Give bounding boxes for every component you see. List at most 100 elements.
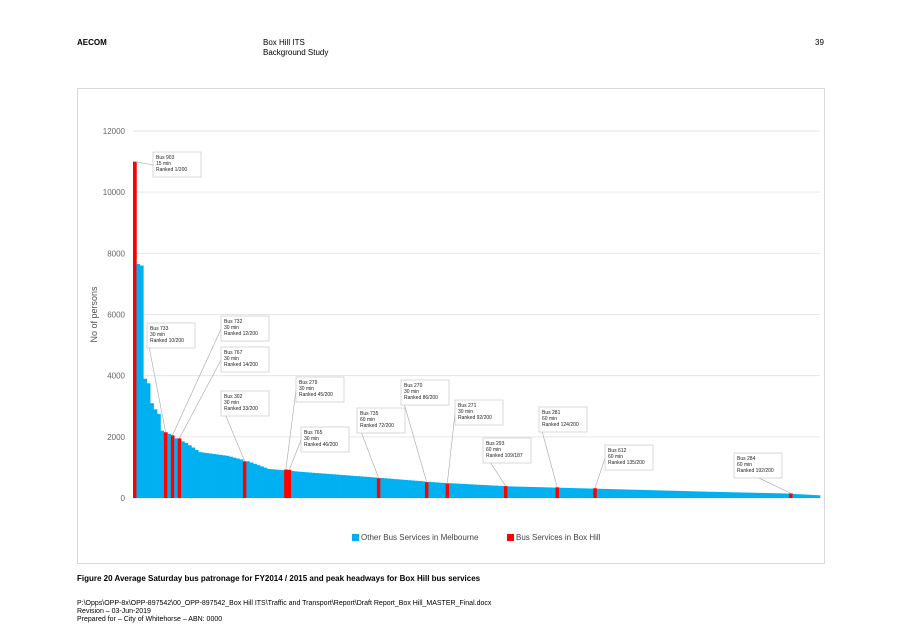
bar-other [617, 489, 622, 498]
callout-leader [172, 328, 222, 436]
bar-other [146, 383, 151, 498]
callout-bus-label: Bus 271 [458, 403, 477, 409]
bar-box-hill [424, 482, 429, 498]
bar-other [321, 473, 326, 498]
bar-other [637, 489, 642, 498]
bar-other [517, 486, 522, 498]
footer-prepared: Prepared for – City of Whitehorse – ABN:… [77, 616, 223, 623]
bar-other [280, 470, 285, 498]
bar-other [661, 490, 666, 498]
bar-other [266, 468, 271, 498]
callout-box [604, 444, 654, 471]
callout-leader [447, 412, 456, 484]
bar-other [761, 492, 766, 498]
callout-box [220, 390, 270, 417]
bus-patronage-chart: 0 2000 4000 6000 8000 10000 12000 No of persons… [89, 127, 821, 542]
bar-other [239, 459, 244, 498]
callout-box [454, 399, 504, 426]
bar-other [648, 490, 652, 498]
header-org: AECOM [77, 38, 107, 47]
bar-box-hill [503, 486, 508, 498]
bar-other [249, 462, 254, 498]
bar-other [139, 265, 144, 498]
bar-other [414, 480, 419, 498]
bar-other [462, 483, 467, 498]
bar-other [352, 475, 357, 498]
callout-box [400, 379, 450, 406]
y-tick-label: 4000 [107, 372, 125, 381]
callout-box [152, 151, 202, 178]
bar-other [253, 463, 257, 498]
bar-other [620, 489, 625, 498]
callout-leader [400, 392, 427, 483]
bar-other [510, 486, 515, 498]
callout-bus-label: Bus 735 [360, 411, 379, 417]
bar-other [486, 485, 491, 498]
bar-other [157, 413, 161, 498]
callout-rank: Ranked 135/200 [608, 460, 645, 466]
bar-other [260, 466, 264, 498]
bar-box-hill [287, 469, 292, 498]
bar-other [455, 483, 460, 498]
bar-other [716, 491, 721, 498]
bar-other [466, 484, 470, 498]
bar-other [428, 481, 433, 498]
callout-headway: 30 min [404, 389, 419, 395]
bar-other [400, 479, 405, 498]
bar-other [596, 488, 601, 498]
bar-other [665, 490, 670, 498]
bar-other [184, 442, 189, 498]
bar-other [576, 488, 580, 498]
bar-other [545, 487, 549, 498]
callout-box [300, 426, 350, 453]
callout-headway: 60 min [608, 454, 623, 460]
bar-other [246, 461, 251, 498]
bar-box-hill [789, 493, 793, 498]
callout-rank: Ranked 46/200 [304, 442, 338, 448]
bar-other [187, 445, 192, 498]
callout-rank: Ranked 45/200 [299, 392, 333, 398]
callout-rank: Ranked 92/200 [458, 415, 492, 421]
bar-other [311, 472, 316, 498]
bar-other [483, 485, 488, 498]
bar-other [521, 486, 525, 498]
callout-box [733, 452, 783, 479]
bar-other [816, 495, 821, 498]
bar-other [758, 492, 762, 498]
bar-other [294, 471, 299, 498]
bar-other [682, 491, 687, 498]
callout-headway: 30 min [224, 400, 239, 406]
bar-other [696, 491, 701, 498]
bar-other [201, 452, 206, 498]
callout-leader [134, 161, 154, 166]
callout-bus-label: Bus 733 [150, 326, 169, 332]
bar-other [572, 488, 577, 498]
bar-other [370, 477, 374, 498]
bar-other [479, 484, 484, 498]
legend-swatch-boxhill [507, 534, 514, 541]
bar-other [675, 490, 680, 498]
bar-other [297, 471, 302, 498]
bar-other [710, 491, 714, 498]
bar-other [706, 491, 711, 498]
callout-headway: 30 min [304, 436, 319, 442]
bar-other [610, 489, 615, 498]
bar-other [452, 483, 457, 498]
callout-leader [289, 439, 302, 470]
bar-other [308, 472, 312, 498]
bar-other [153, 409, 158, 498]
bar-other [315, 473, 319, 498]
bar-other [740, 492, 745, 498]
bar-other [493, 485, 498, 498]
bar-other [672, 490, 677, 498]
bar-other [524, 486, 529, 498]
bar-box-hill [163, 432, 168, 498]
callout-bus-label: Bus 612 [608, 448, 627, 454]
callout-headway: 60 min [360, 417, 375, 423]
bar-other [720, 492, 725, 498]
bar-other [476, 484, 481, 498]
callout-leader [594, 457, 606, 489]
callout-leader [285, 389, 297, 470]
bar-other [686, 491, 690, 498]
bar-other [150, 403, 154, 498]
